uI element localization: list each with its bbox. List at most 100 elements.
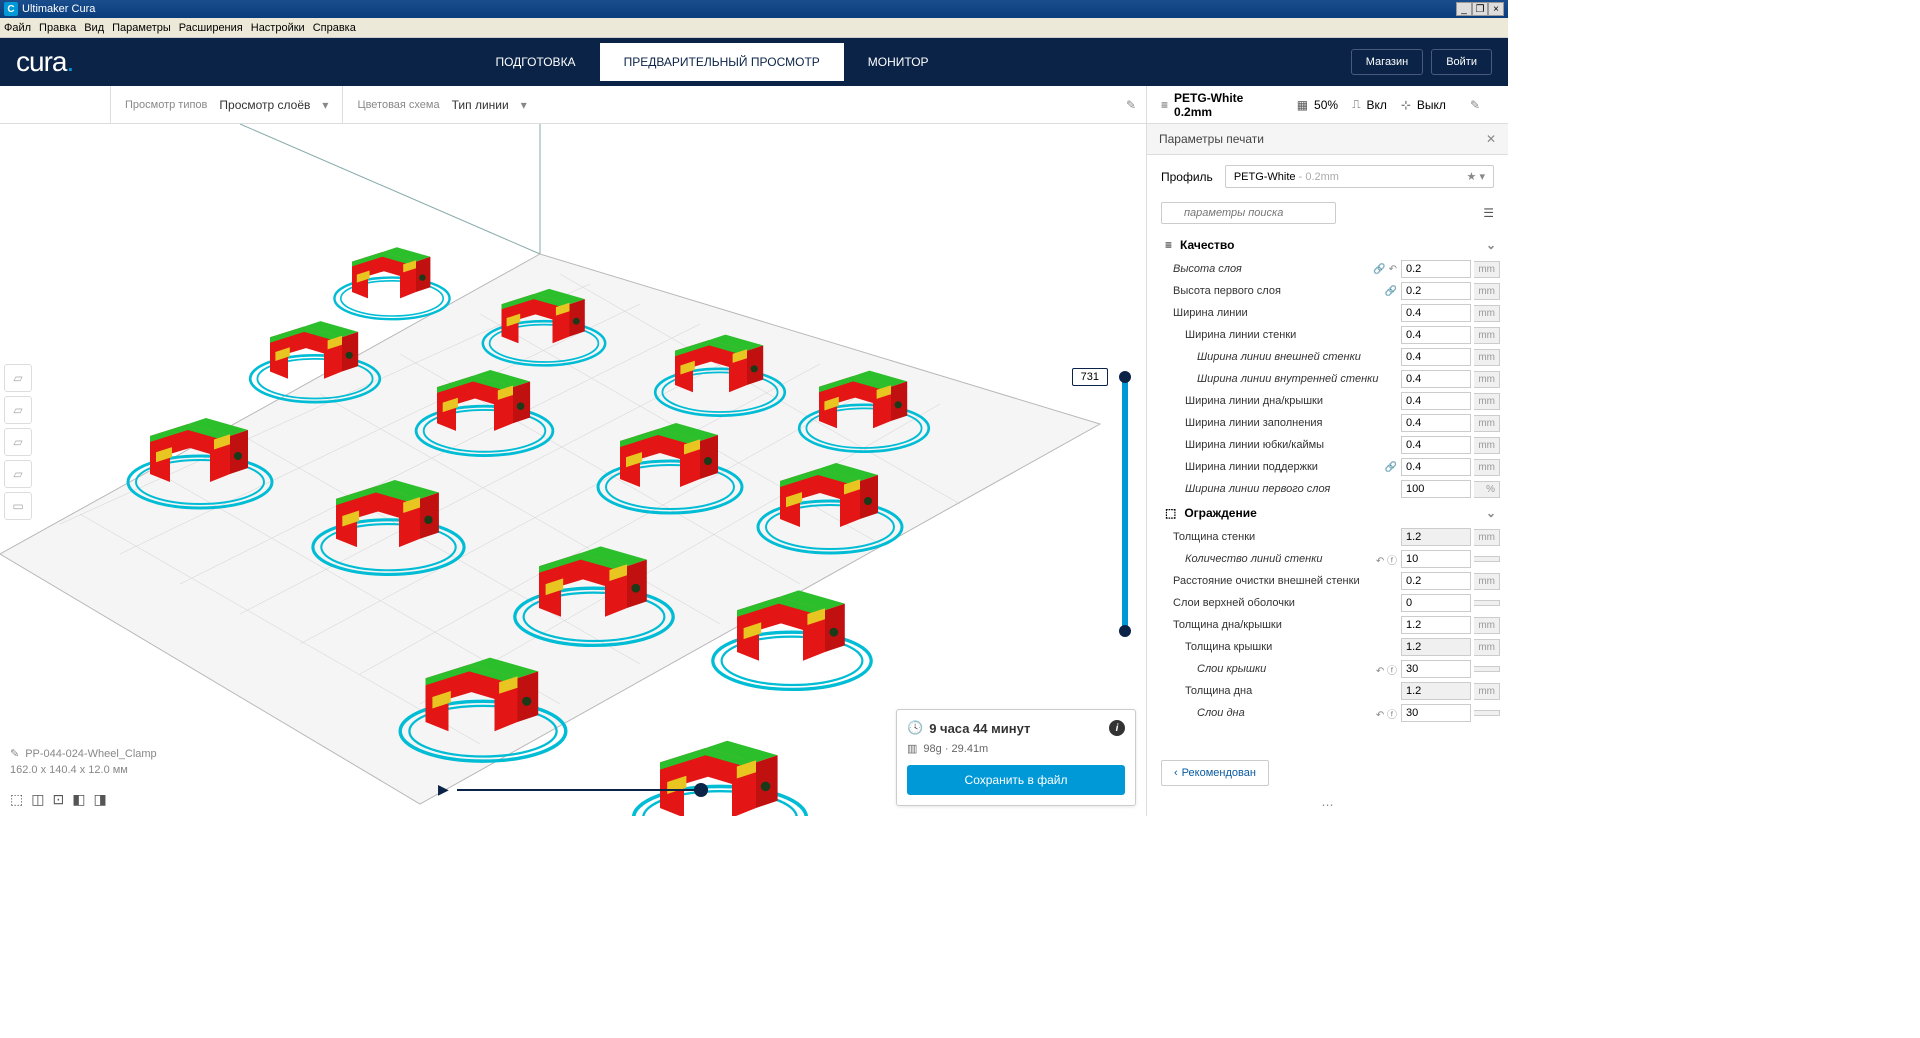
setting-input[interactable] (1401, 704, 1471, 722)
adhesion-icon: ⊹ (1401, 98, 1411, 112)
menu-edit[interactable]: Правка (39, 22, 76, 34)
tab-monitor[interactable]: МОНИТОР (844, 43, 953, 81)
edit-icon[interactable]: ✎ (1116, 98, 1146, 112)
tool-solid-view[interactable]: ▱ (4, 364, 32, 392)
color-scheme-selector[interactable]: Цветовая схема Тип линии ▾ (343, 86, 540, 123)
section-quality[interactable]: ≡Качество⌄ (1161, 232, 1500, 258)
menu-view[interactable]: Вид (84, 22, 104, 34)
layer-slider-top-handle[interactable] (1119, 371, 1131, 383)
tool-xray-view[interactable]: ▱ (4, 396, 32, 424)
setting-input[interactable] (1401, 304, 1471, 322)
save-button[interactable]: Сохранить в файл (907, 765, 1125, 795)
setting-input[interactable] (1401, 458, 1471, 476)
infill-icon: ▦ (1297, 98, 1308, 112)
tab-prepare[interactable]: ПОДГОТОВКА (471, 43, 599, 81)
setting-row: Ширина линииmm (1161, 302, 1500, 324)
setting-row: Толщина дна/крышкиmm (1161, 614, 1500, 636)
preview-toolbar: Просмотр типов Просмотр слоёв ▾ Цветовая… (0, 86, 1508, 124)
setting-input[interactable] (1401, 260, 1471, 278)
view-type-value: Просмотр слоёв (219, 98, 310, 112)
view-3d-icon[interactable]: ⬚ (10, 791, 23, 808)
tool-extra1[interactable]: ▱ (4, 460, 32, 488)
setting-label: Ширина линии поддержки (1161, 461, 1381, 473)
setting-input[interactable] (1401, 550, 1471, 568)
model-dimensions: 162.0 x 140.4 x 12.0 мм (10, 764, 157, 776)
setting-label: Ширина линии внутренней стенки (1161, 373, 1397, 385)
layer-slider[interactable]: 731 (1104, 374, 1134, 634)
setting-input[interactable] (1401, 282, 1471, 300)
menu-settings[interactable]: Параметры (112, 22, 171, 34)
profile-selector[interactable]: PETG-White - 0.2mm ★ ▾ (1225, 165, 1494, 188)
menu-help[interactable]: Справка (313, 22, 356, 34)
menu-extensions[interactable]: Расширения (179, 22, 243, 34)
view-type-selector[interactable]: Просмотр типов Просмотр слоёв ▾ (110, 86, 343, 123)
layer-slider-bottom-handle[interactable] (1119, 625, 1131, 637)
setting-label: Слои дна (1161, 707, 1372, 719)
maximize-button[interactable]: ❐ (1472, 2, 1488, 16)
setting-input[interactable] (1401, 348, 1471, 366)
setting-input[interactable] (1401, 660, 1471, 678)
tab-preview[interactable]: ПРЕДВАРИТЕЛЬНЫЙ ПРОСМОТР (600, 43, 844, 81)
view-left-icon[interactable]: ◧ (72, 791, 85, 808)
simulation-slider[interactable]: ▶ (438, 781, 708, 798)
setting-unit (1474, 556, 1500, 562)
settings-menu-icon[interactable]: ☰ (1483, 206, 1494, 220)
adhesion-value: Выкл (1417, 98, 1446, 112)
info-icon[interactable]: i (1109, 720, 1125, 736)
setting-input[interactable] (1401, 682, 1471, 700)
setting-icons[interactable]: 🔗 (1385, 462, 1397, 473)
signin-button[interactable]: Войти (1431, 49, 1492, 75)
section-walls[interactable]: ⬚Ограждение⌄ (1161, 500, 1500, 526)
setting-icons[interactable]: ↶ ⓕ (1376, 552, 1397, 567)
recommended-button[interactable]: ‹Рекомендован (1161, 760, 1269, 786)
setting-input[interactable] (1401, 370, 1471, 388)
profile-label: Профиль (1161, 170, 1213, 184)
close-panel-icon[interactable]: ✕ (1486, 132, 1496, 146)
setting-row: Слои дна ↶ ⓕ (1161, 702, 1500, 724)
minimize-button[interactable]: _ (1456, 2, 1472, 16)
section-icon: ≡ (1165, 238, 1172, 252)
setting-label: Слои крышки (1161, 663, 1372, 675)
setting-icons[interactable]: 🔗 ↶ (1373, 264, 1397, 275)
setting-input[interactable] (1401, 436, 1471, 454)
setting-input[interactable] (1401, 572, 1471, 590)
play-icon[interactable]: ▶ (438, 781, 449, 798)
expand-handle-icon[interactable]: ⋯ (1147, 794, 1508, 816)
menu-file[interactable]: Файл (4, 22, 31, 34)
marketplace-button[interactable]: Магазин (1351, 49, 1423, 75)
setting-input[interactable] (1401, 594, 1471, 612)
setting-label: Ширина линии (1161, 307, 1397, 319)
setting-input[interactable] (1401, 616, 1471, 634)
edit-settings-icon[interactable]: ✎ (1460, 98, 1490, 112)
setting-input[interactable] (1401, 326, 1471, 344)
settings-search-input[interactable] (1161, 202, 1336, 224)
close-button[interactable]: × (1488, 2, 1504, 16)
view-top-icon[interactable]: ⊡ (52, 791, 64, 808)
setting-input[interactable] (1401, 638, 1471, 656)
settings-list[interactable]: ≡Качество⌄Высота слоя🔗 ↶mmВысота первого… (1147, 232, 1508, 752)
view-right-icon[interactable]: ◨ (93, 791, 106, 808)
setting-unit: mm (1474, 529, 1500, 546)
slider-handle[interactable] (694, 783, 708, 797)
view-orientation-buttons: ⬚ ◫ ⊡ ◧ ◨ (10, 791, 107, 808)
setting-input[interactable] (1401, 480, 1471, 498)
setting-unit (1474, 666, 1500, 672)
setting-icons[interactable]: ↶ ⓕ (1376, 662, 1397, 677)
setting-icons[interactable]: 🔗 (1385, 286, 1397, 297)
setting-icons[interactable]: ↶ ⓕ (1376, 706, 1397, 721)
panel-title: Параметры печати (1159, 132, 1264, 146)
viewport-3d[interactable]: ▱ ▱ ▱ ▱ ▭ ✎PP-044-024-Wheel_Clamp 162.0 … (0, 124, 1146, 816)
app-header: cura. ПОДГОТОВКА ПРЕДВАРИТЕЛЬНЫЙ ПРОСМОТ… (0, 38, 1508, 86)
model-name: PP-044-024-Wheel_Clamp (25, 748, 156, 760)
setting-input[interactable] (1401, 414, 1471, 432)
view-front-icon[interactable]: ◫ (31, 791, 44, 808)
tool-layer-view[interactable]: ▱ (4, 428, 32, 456)
color-scheme-value: Тип линии (452, 98, 509, 112)
material-icon: ▥ (907, 742, 917, 755)
tool-extra2[interactable]: ▭ (4, 492, 32, 520)
setting-input[interactable] (1401, 392, 1471, 410)
setting-input[interactable] (1401, 528, 1471, 546)
section-label: Ограждение (1184, 506, 1256, 520)
left-toolbar: ▱ ▱ ▱ ▱ ▭ (4, 364, 32, 520)
menu-preferences[interactable]: Настройки (251, 22, 305, 34)
